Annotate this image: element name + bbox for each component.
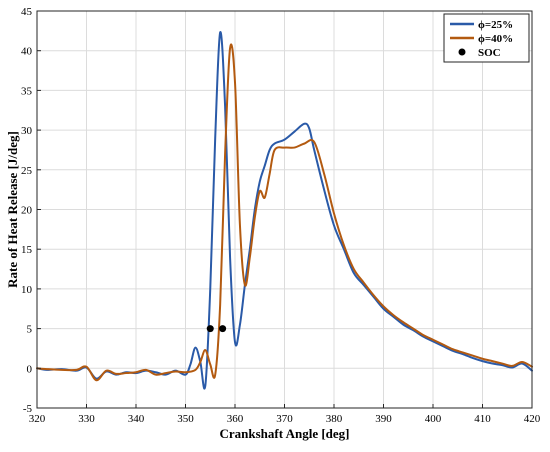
- series-line-phi-40: [36, 43, 533, 382]
- x-tick-label: 420: [524, 413, 541, 425]
- legend: ϕ=25% ϕ=40% SOC: [443, 13, 530, 63]
- x-tick-label: 340: [128, 413, 145, 425]
- x-tick-label: 410: [474, 413, 491, 425]
- y-tick-label: 35: [21, 85, 33, 97]
- y-tick-label: -5: [23, 403, 33, 415]
- x-tick-label: 400: [425, 413, 442, 425]
- x-tick-label: 320: [29, 413, 46, 425]
- x-tick-label: 380: [326, 413, 343, 425]
- y-tick-label: 45: [21, 6, 33, 18]
- legend-label-phi-40: ϕ=40%: [478, 33, 513, 45]
- x-axis-title: Crankshaft Angle [deg]: [219, 426, 349, 441]
- y-tick-label: 25: [21, 165, 33, 177]
- legend-swatch-soc: [458, 48, 466, 56]
- y-tick-label: 20: [21, 205, 33, 217]
- y-tick-label: 15: [21, 244, 33, 256]
- soc-markers: [206, 325, 227, 333]
- y-tick-label: 30: [21, 125, 33, 137]
- y-tick-label: 5: [27, 324, 33, 336]
- x-tick-label: 350: [177, 413, 194, 425]
- y-tick-label: 0: [27, 363, 33, 375]
- legend-label-soc: SOC: [478, 47, 501, 59]
- x-tick-label: 390: [375, 413, 392, 425]
- y-tick-label: 40: [21, 46, 33, 58]
- soc-point: [206, 325, 214, 333]
- y-axis-title: Rate of Heat Release [J/deg]: [5, 131, 20, 288]
- series-layer: [36, 31, 533, 390]
- x-tick-label: 370: [276, 413, 293, 425]
- x-tick-label: 360: [227, 413, 244, 425]
- x-tick-label: 330: [78, 413, 95, 425]
- legend-label-phi-25: ϕ=25%: [478, 19, 513, 31]
- axis-ticks: 320 330 340 350 360 370 380 390 400 410 420 -5 0 5 10 1…: [21, 6, 541, 425]
- y-tick-label: 10: [21, 284, 33, 296]
- soc-point: [219, 325, 227, 333]
